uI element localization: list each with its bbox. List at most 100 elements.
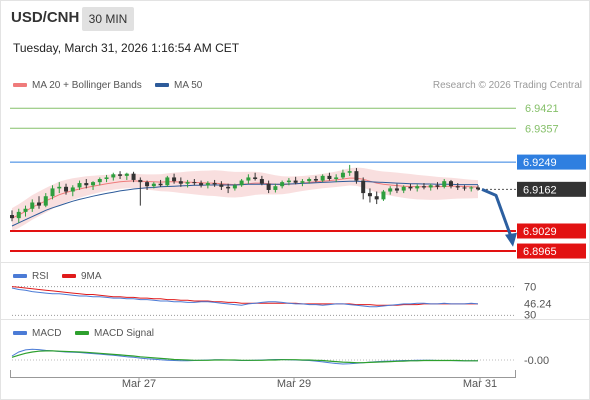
candle-body	[50, 188, 55, 197]
candle-body	[361, 180, 366, 194]
candle-body	[462, 187, 467, 189]
macd-signal-line	[11, 350, 478, 364]
candle-body	[327, 175, 332, 179]
level-label-support: 6.9029	[523, 226, 557, 238]
rsi-swatch	[13, 274, 27, 279]
candle-body	[320, 175, 325, 181]
rsi-ma-swatch	[62, 274, 76, 279]
candle-body	[374, 196, 379, 200]
macd-signal-label: MACD Signal	[94, 328, 155, 339]
level-label-pivot: 6.9249	[523, 157, 557, 169]
candle-body	[124, 173, 129, 176]
candle-body	[111, 174, 116, 178]
ma20-swatch	[13, 83, 27, 88]
candle-body	[43, 196, 48, 206]
candle-body	[205, 183, 210, 186]
candle-body	[10, 215, 14, 219]
rsi-70-label: 70	[524, 282, 536, 294]
projection-arrowhead	[505, 232, 517, 247]
legend-macd: MACD	[13, 328, 61, 339]
x-tick-label: Mar 27	[122, 378, 156, 390]
candle-body	[37, 202, 42, 206]
rsi-line	[11, 287, 479, 308]
legend-macd-signal: MACD Signal	[75, 328, 154, 339]
rsi-label: RSI	[32, 271, 49, 282]
legend-ma20: MA 20 + Bollinger Bands	[13, 80, 142, 91]
candle-body	[70, 187, 75, 192]
candle-body	[246, 177, 251, 181]
level-label-resistance: 6.9421	[525, 103, 559, 115]
candle-body	[77, 183, 82, 188]
rsi-ma-line	[11, 286, 478, 306]
credit-text: Research © 2026 Trading Central	[432, 80, 582, 91]
ma50-label: MA 50	[174, 80, 203, 91]
legend-ma50: MA 50	[155, 80, 202, 91]
candle-body	[401, 186, 406, 191]
candle-body	[259, 179, 264, 184]
candle-body	[172, 177, 177, 182]
timestamp: Tuesday, March 31, 2026 1:16:54 AM CET	[13, 41, 240, 55]
x-tick-label: Mar 29	[277, 378, 311, 390]
candle-body	[219, 184, 224, 187]
rsi-ma-label: 9MA	[81, 271, 102, 282]
macd-swatch	[13, 331, 27, 336]
candle-body	[16, 211, 21, 219]
candle-body	[334, 177, 339, 179]
candle-body	[435, 185, 440, 187]
candle-body	[158, 183, 163, 186]
candle-body	[469, 187, 474, 189]
candle-body	[253, 177, 258, 179]
candle-body	[145, 182, 150, 187]
candle-body	[131, 173, 136, 180]
candle-body	[138, 179, 143, 183]
timeframe-button[interactable]: 30 MIN	[82, 7, 134, 31]
candle-body	[151, 183, 156, 187]
candle-body	[97, 179, 102, 183]
ma20-label: MA 20 + Bollinger Bands	[32, 80, 142, 91]
candle-body	[192, 182, 197, 184]
candle-body	[104, 177, 109, 179]
candle-body	[448, 181, 453, 187]
candle-body	[266, 183, 271, 190]
candle-body	[30, 202, 35, 209]
rsi-last-value: 46.24	[524, 299, 552, 311]
candle-body	[428, 185, 433, 188]
candle-body	[118, 174, 123, 176]
candle-body	[64, 186, 69, 192]
macd-last-value: -0.00	[524, 355, 549, 367]
macd-line	[11, 348, 478, 365]
macd-signal-swatch	[75, 331, 89, 336]
candle-body	[381, 191, 386, 200]
candle-body	[347, 171, 352, 173]
x-tick-label: Mar 31	[463, 378, 497, 390]
candle-body	[354, 171, 359, 181]
ma50-swatch	[155, 83, 169, 88]
candle-body	[307, 179, 312, 182]
candle-body	[91, 182, 96, 186]
candle-body	[226, 186, 231, 189]
candle-body	[84, 183, 89, 186]
candle-body	[408, 186, 413, 189]
rsi-30-label: 30	[524, 309, 536, 321]
macd-label: MACD	[32, 328, 62, 339]
candle-body	[199, 183, 204, 186]
level-tag-support	[517, 243, 586, 259]
projection-arrow	[481, 187, 513, 238]
candle-body	[455, 186, 460, 188]
candle-body	[421, 186, 426, 188]
level-label-last: 6.9162	[523, 184, 557, 196]
candle-body	[57, 186, 62, 189]
symbol-title: USD/CNH	[11, 9, 80, 26]
candle-body	[165, 177, 170, 186]
candle-body	[273, 186, 278, 190]
candle-body	[178, 181, 183, 184]
legend-rsi: RSI	[13, 271, 49, 282]
candle-body	[340, 172, 345, 178]
candle-body	[239, 180, 244, 186]
level-tag-pivot	[517, 154, 586, 170]
candle-body	[286, 180, 291, 183]
level-label-resistance: 6.9357	[525, 123, 559, 135]
level-label-support: 6.8965	[523, 246, 557, 258]
candle-body	[367, 193, 372, 197]
